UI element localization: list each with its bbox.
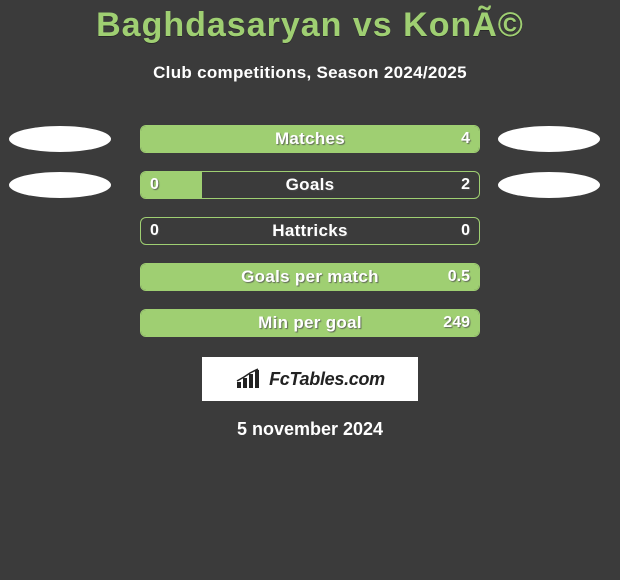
date-text: 5 november 2024	[0, 419, 620, 440]
stat-bar-bg	[140, 171, 480, 199]
bar-chart-icon	[235, 368, 263, 390]
stat-bar-bg	[140, 309, 480, 337]
player2-indicator	[498, 126, 600, 152]
stat-bar: Goals02	[140, 171, 480, 199]
player1-indicator	[9, 126, 111, 152]
fctables-logo[interactable]: FcTables.com	[202, 357, 418, 401]
stat-row: Hattricks00	[0, 217, 620, 245]
stat-bar-fill	[141, 126, 479, 152]
logo-text: FcTables.com	[269, 369, 385, 390]
stat-bar: Min per goal249	[140, 309, 480, 337]
player2-indicator	[498, 172, 600, 198]
stat-row: Goals02	[0, 171, 620, 199]
page-title: Baghdasaryan vs KonÃ©	[0, 6, 620, 45]
stat-bar-bg	[140, 125, 480, 153]
subtitle: Club competitions, Season 2024/2025	[0, 63, 620, 83]
stat-rows: Matches4 Goals02 Hattricks00 Goals per matc…	[0, 125, 620, 337]
stat-bar-fill	[141, 172, 202, 198]
stat-bar-fill	[141, 264, 479, 290]
stat-bar-fill	[141, 310, 479, 336]
stat-bar: Matches4	[140, 125, 480, 153]
player1-indicator	[9, 172, 111, 198]
stat-row: Matches4	[0, 125, 620, 153]
stat-bar: Goals per match0.5	[140, 263, 480, 291]
comparison-card: Baghdasaryan vs KonÃ© Club competitions,…	[0, 0, 620, 440]
stat-row: Goals per match0.5	[0, 263, 620, 291]
stat-bar-bg	[140, 217, 480, 245]
stat-bar-bg	[140, 263, 480, 291]
stat-row: Min per goal249	[0, 309, 620, 337]
stat-bar: Hattricks00	[140, 217, 480, 245]
